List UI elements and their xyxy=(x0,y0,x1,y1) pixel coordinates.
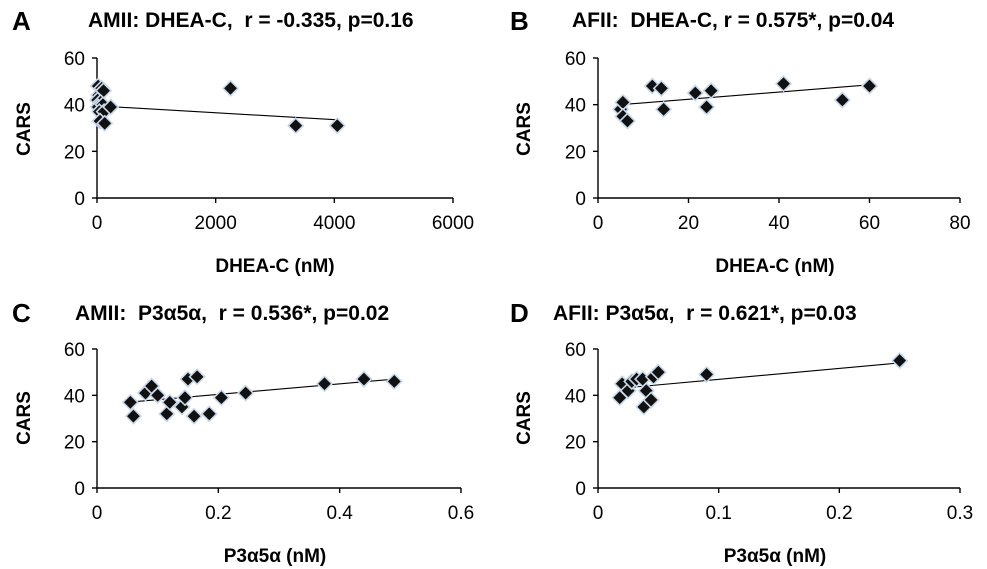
y-tick-label-a: 60 xyxy=(64,49,85,70)
x-tick-label-a: 6000 xyxy=(432,213,474,234)
y-tick-label-d: 60 xyxy=(565,340,586,361)
y-tick-label-b: 40 xyxy=(565,96,586,117)
y-tick-label-a: 0 xyxy=(74,189,85,210)
x-tick-label-c: 0.2 xyxy=(205,503,231,524)
x-tick-label-b: 40 xyxy=(768,213,789,234)
y-tick-label-d: 40 xyxy=(565,386,586,407)
plot-c: 0 20 40 60 0 0.2 0.4 0.6 xyxy=(64,340,474,524)
data-point-b xyxy=(833,91,851,109)
data-point-c xyxy=(124,407,143,425)
y-axis-label-c: CARS xyxy=(14,391,35,445)
data-point-d xyxy=(642,391,660,409)
data-point-b xyxy=(686,84,704,102)
x-tick-label-b: 0 xyxy=(593,213,604,234)
plot-d: 0 20 40 60 0 0.1 0.2 0.3 xyxy=(565,340,973,524)
plot-b: 0 20 40 60 0 20 40 60 80 xyxy=(565,49,971,234)
data-point-b xyxy=(654,100,673,118)
panel-letter-b: B xyxy=(510,6,529,36)
data-point-b xyxy=(697,98,716,116)
panel-title-b: AFII: DHEA-C, r = 0.575*, p=0.04 xyxy=(572,9,894,32)
panel-d: D AFII: P3α5α, r = 0.621*, p=0.03 P3α5α … xyxy=(510,298,857,567)
x-axis-label-d: P3α5α (nM) xyxy=(724,546,827,567)
data-point-a xyxy=(287,117,305,135)
x-tick-label-c: 0.6 xyxy=(448,503,474,524)
y-tick-label-a: 40 xyxy=(64,96,85,117)
y-tick-label-a: 20 xyxy=(64,142,85,163)
x-tick-label-a: 2000 xyxy=(195,213,237,234)
data-point-b xyxy=(702,82,720,100)
y-tick-label-c: 40 xyxy=(64,386,85,407)
panel-title-d: AFII: P3α5α, r = 0.621*, p=0.03 xyxy=(553,302,857,325)
y-tick-label-d: 0 xyxy=(575,479,586,500)
y-tick-label-b: 60 xyxy=(565,49,586,70)
y-tick-label-c: 0 xyxy=(74,479,85,500)
y-axis-label-b: CARS xyxy=(514,102,535,156)
panel-c: C AMII: P3α5α, r = 0.536*, p=0.02 P3α5α … xyxy=(12,298,389,567)
trend-line-b xyxy=(620,84,870,106)
y-tick-label-c: 60 xyxy=(64,340,85,361)
data-point-c xyxy=(161,393,179,411)
x-tick-label-b: 20 xyxy=(678,213,699,234)
panel-letter-c: C xyxy=(12,298,31,328)
data-point-b xyxy=(774,75,793,93)
y-tick-label-d: 20 xyxy=(565,433,586,454)
data-point-c xyxy=(385,372,403,391)
panel-letter-d: D xyxy=(510,298,529,328)
x-tick-label-d: 0.3 xyxy=(947,503,973,524)
data-point-c xyxy=(188,368,206,386)
data-point-c xyxy=(355,370,373,388)
x-axis-label-a: DHEA-C (nM) xyxy=(215,256,334,277)
data-point-c xyxy=(121,393,139,411)
data-point-b xyxy=(618,112,637,130)
x-tick-label-d: 0.1 xyxy=(705,503,731,524)
x-tick-label-a: 0 xyxy=(92,213,103,234)
y-tick-label-b: 20 xyxy=(565,142,586,163)
data-point-b xyxy=(652,79,670,97)
y-tick-label-c: 20 xyxy=(64,433,85,454)
plot-a: 0 20 40 60 0 2000 4000 6000 xyxy=(64,49,474,234)
x-tick-label-c: 0.4 xyxy=(326,503,353,524)
data-point-d xyxy=(697,365,716,384)
y-axis-label-a: CARS xyxy=(14,102,35,156)
data-point-c xyxy=(315,375,334,393)
data-point-a xyxy=(221,79,240,97)
data-point-c xyxy=(200,405,218,423)
x-tick-label-d: 0 xyxy=(593,503,604,524)
data-point-c xyxy=(176,389,194,407)
panel-title-c: AMII: P3α5α, r = 0.536*, p=0.02 xyxy=(75,302,389,325)
x-tick-label-c: 0 xyxy=(92,503,103,524)
data-point-b xyxy=(860,77,879,95)
data-point-a xyxy=(96,114,114,132)
x-tick-label-b: 60 xyxy=(859,213,880,234)
panel-b: B AFII: DHEA-C, r = 0.575*, p=0.04 DHEA-… xyxy=(510,6,894,277)
x-axis-label-b: DHEA-C (nM) xyxy=(715,256,834,277)
data-point-c xyxy=(212,389,230,407)
x-tick-label-d: 0.2 xyxy=(826,503,852,524)
y-axis-label-d: CARS xyxy=(514,391,535,445)
trend-line-a xyxy=(96,105,338,121)
data-point-a xyxy=(328,117,346,135)
x-tick-label-b: 80 xyxy=(949,213,970,234)
data-point-d xyxy=(649,363,667,381)
panel-a: A AMII: DHEA-C, r = -0.335, p=0.16 DHEA-… xyxy=(12,6,414,277)
data-point-c xyxy=(185,407,203,425)
data-point-c xyxy=(237,384,255,402)
x-tick-label-a: 4000 xyxy=(313,213,355,234)
y-tick-label-b: 0 xyxy=(575,189,586,210)
panel-letter-a: A xyxy=(12,6,31,36)
data-point-a xyxy=(102,98,120,116)
trend-line-d xyxy=(619,362,900,389)
data-point-d xyxy=(891,351,909,370)
data-point-c xyxy=(149,386,167,404)
x-axis-label-c: P3α5α (nM) xyxy=(224,546,327,567)
panel-title-a: AMII: DHEA-C, r = -0.335, p=0.16 xyxy=(88,9,414,32)
